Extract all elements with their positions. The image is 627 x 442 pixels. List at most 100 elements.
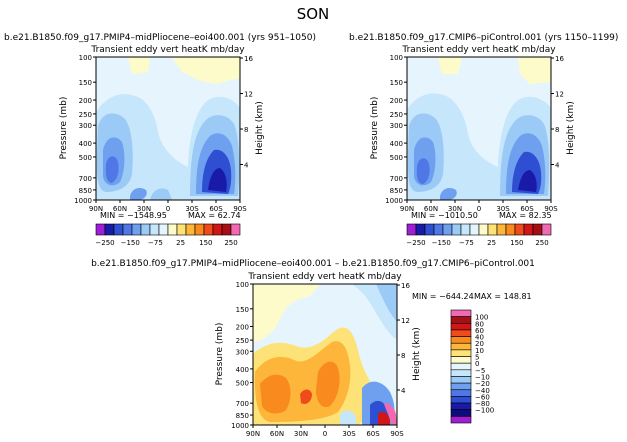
diff-panel-title: Transient eddy vert heatK mb/day: [247, 272, 402, 282]
diff-colorbar-label: 10: [475, 347, 484, 355]
right-field-yellow-patch: [438, 57, 462, 74]
diff-y-tick-label: 100: [236, 281, 249, 289]
left-y2-tick-label: 16: [244, 55, 253, 63]
right-y-tick-label: 850: [390, 187, 403, 195]
diff-colorbar-label: −20: [475, 380, 490, 388]
diff-colorbar-label: −80: [475, 400, 490, 408]
left-colorbar-box: [113, 223, 124, 236]
right-colorbar-box: [451, 223, 462, 236]
right-colorbar-box: [487, 223, 498, 236]
right-colorbar-label: −75: [459, 239, 474, 247]
right-colorbar-box: [415, 223, 426, 236]
diff-colorbar-label: −10: [475, 373, 490, 381]
diff-y2-tick-label: 4: [401, 387, 406, 395]
right-colorbar-label: −250: [406, 239, 425, 247]
left-x-tick-label: 90S: [233, 205, 247, 213]
right-x-tick-label: 0: [477, 205, 481, 213]
right-colorbar-label: 25: [487, 239, 496, 247]
left-colorbar-box: [221, 223, 232, 236]
right-y-tick-label: 700: [390, 175, 403, 183]
diff-colorbar-label: −60: [475, 393, 490, 401]
right-panel: Transient eddy vert heatK mb/day 100 150 2…: [370, 45, 576, 247]
right-min-label: MIN = −1010.50: [411, 211, 478, 220]
right-colorbar-box: [505, 223, 516, 236]
left-y-tick-label: 700: [79, 175, 92, 183]
right-y-tick-label: 100: [390, 54, 403, 62]
left-x-tick-label: 90N: [89, 205, 103, 213]
diff-y-tick-label: 150: [236, 306, 249, 314]
right-x-tick-label: 60N: [424, 205, 438, 213]
diff-x-tick-label: 90S: [390, 430, 404, 438]
left-panel: Transient eddy vert heatK mb/day 100 150 2…: [59, 45, 265, 247]
diff-max-label: MAX = 148.81: [474, 292, 532, 301]
diff-colorbar-label: 0: [475, 360, 479, 368]
diff-field-blue-top-right: [376, 284, 397, 322]
left-field-surface-patch: [130, 188, 147, 200]
left-min-label: MIN = −1548.95: [100, 211, 167, 220]
diff-x-tick-label: 30S: [342, 430, 356, 438]
left-y2-tick-label: 12: [244, 91, 253, 99]
left-colorbar-box: [95, 223, 106, 236]
diff-colorbar-box: [450, 389, 472, 397]
diff-colorbar-label: 100: [475, 314, 488, 322]
left-colorbar-label: −75: [148, 239, 163, 247]
left-y-tick-label: 1000: [74, 197, 92, 205]
diff-x-tick-label: 0: [323, 430, 327, 438]
left-y-tick-label: 150: [79, 79, 92, 87]
diff-colorbar-box: [450, 356, 472, 364]
diff-colorbar-box: [450, 362, 472, 371]
left-field-deep-blue-nh: [105, 156, 119, 183]
right-x-tick-label: 90N: [400, 205, 414, 213]
diff-colorbar-label: 5: [475, 354, 479, 362]
diff-colorbar-box: [450, 316, 472, 324]
right-colorbar-box: [532, 223, 543, 236]
right-y-tick-label: 150: [390, 79, 403, 87]
diff-panel-header: b.e21.B1850.f09_g17.PMIP4–midPliocene–eo…: [91, 259, 535, 269]
left-y-tick-label: 850: [79, 187, 92, 195]
right-colorbar-label: −150: [432, 239, 451, 247]
left-colorbar-box: [230, 223, 241, 236]
right-y-tick-label: 500: [390, 154, 403, 162]
left-panel-title: Transient eddy vert heatK mb/day: [90, 45, 245, 55]
left-y-tick-label: 400: [79, 140, 92, 148]
diff-field-light-blue-surface: [340, 410, 356, 425]
diff-field-pink-surface: [384, 403, 397, 425]
right-y-axis-label: Pressure (mb): [370, 97, 380, 160]
right-field-surface-patch: [440, 188, 457, 200]
left-colorbar-label: 25: [176, 239, 185, 247]
left-max-label: MAX = 62.74: [188, 211, 241, 220]
diff-colorbar-box: [450, 409, 472, 417]
right-field-darkest-sh: [518, 170, 537, 192]
left-field-yellow-region: [172, 57, 240, 84]
right-y-tick-label: 300: [390, 122, 403, 130]
right-y-tick-label: 200: [390, 97, 403, 105]
diff-y2-tick-label: 12: [401, 317, 410, 325]
diff-y-tick-label: 200: [236, 323, 249, 331]
diff-colorbar-label: 20: [475, 340, 484, 348]
left-x-tick-label: 30S: [185, 205, 199, 213]
diff-colorbar-box: [450, 382, 472, 391]
right-colorbar-box: [496, 223, 507, 236]
right-colorbar: −250 −150 −75 25 150 250: [406, 223, 552, 247]
left-colorbar-box: [149, 223, 160, 236]
left-colorbar-box: [194, 223, 205, 236]
left-colorbar-box: [158, 223, 169, 236]
diff-colorbar-box: [450, 396, 472, 404]
right-x-tick-label: 60S: [520, 205, 534, 213]
left-y-axis-label: Pressure (mb): [59, 97, 69, 160]
left-colorbar-label: −250: [95, 239, 114, 247]
right-y2-tick-label: 8: [555, 126, 559, 134]
diff-y-tick-label: 1000: [231, 422, 249, 430]
diff-field-dark-orange-eq: [316, 361, 340, 408]
right-max-label: MAX = 82.35: [499, 211, 552, 220]
diff-colorbar-box: [450, 369, 472, 377]
diff-y2-tick-label: 16: [401, 282, 410, 290]
right-y-tick-label: 1000: [385, 197, 403, 205]
right-y-tick-label: 250: [390, 111, 403, 119]
left-colorbar-box: [176, 223, 187, 236]
diff-x-tick-label: 60S: [366, 430, 380, 438]
diff-colorbar-box: [450, 349, 472, 357]
diff-field-red-surface: [378, 412, 390, 425]
left-panel-header: b.e21.B1850.f09_g17.PMIP4–midPliocene–eo…: [4, 33, 316, 43]
